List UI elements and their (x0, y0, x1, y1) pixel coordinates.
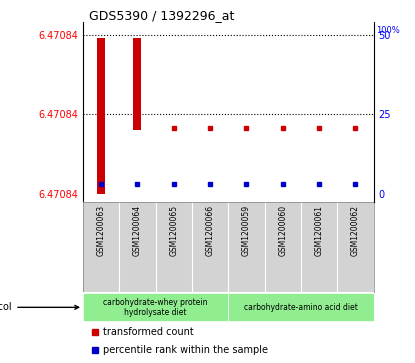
Text: GSM1200062: GSM1200062 (351, 204, 360, 256)
Text: percentile rank within the sample: percentile rank within the sample (103, 345, 269, 355)
Text: GSM1200060: GSM1200060 (278, 204, 287, 256)
Text: 100%: 100% (376, 26, 400, 35)
Text: carbohydrate-whey protein
hydrolysate diet: carbohydrate-whey protein hydrolysate di… (103, 298, 208, 317)
Text: GDS5390 / 1392296_at: GDS5390 / 1392296_at (89, 9, 234, 22)
Text: GSM1200059: GSM1200059 (242, 204, 251, 256)
Text: protocol: protocol (0, 302, 79, 312)
Text: transformed count: transformed count (103, 327, 194, 337)
Text: GSM1200061: GSM1200061 (315, 204, 324, 256)
Bar (83, 293, 228, 321)
Text: GSM1200064: GSM1200064 (133, 204, 142, 256)
Text: carbohydrate-amino acid diet: carbohydrate-amino acid diet (244, 303, 358, 312)
Text: GSM1200063: GSM1200063 (97, 204, 106, 256)
Text: GSM1200066: GSM1200066 (205, 204, 215, 256)
Bar (97, 38, 105, 194)
Bar (134, 38, 142, 130)
Text: GSM1200065: GSM1200065 (169, 204, 178, 256)
Bar (228, 293, 374, 321)
